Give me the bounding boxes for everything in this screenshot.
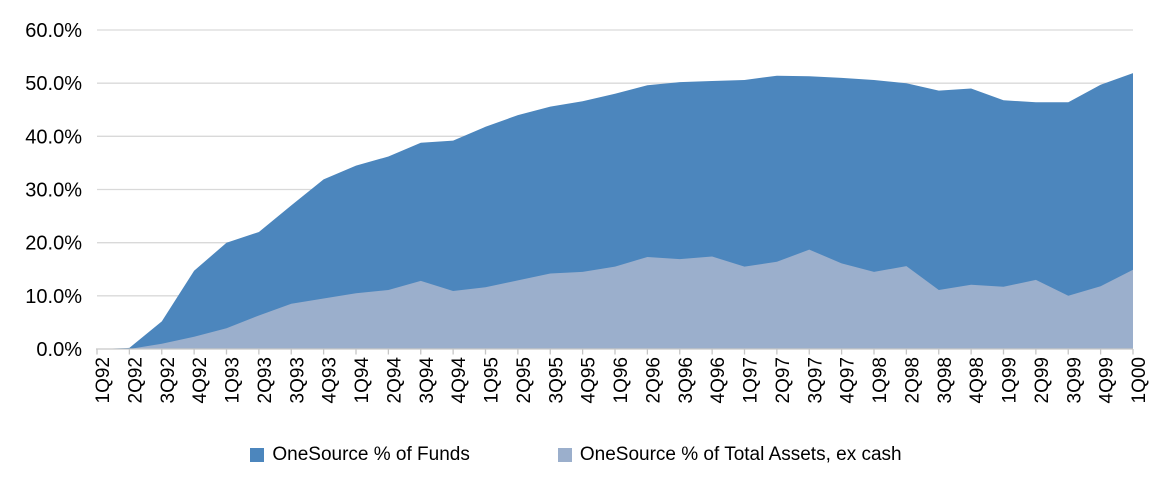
legend-swatch-funds-icon <box>250 448 265 462</box>
x-axis-tick-label: 4Q95 <box>579 357 600 403</box>
x-axis-tick-label: 4Q93 <box>320 357 341 403</box>
chart-plot-area: 1Q92 2Q92 3Q92 4Q92 1Q93 2Q93 3Q93 4Q93 1Q94 2Q94… <box>25 20 1150 404</box>
x-axis-tick-label: 2Q98 <box>902 357 923 403</box>
x-axis-tick-label: 2Q97 <box>773 357 794 403</box>
legend-label-funds: OneSource % of Funds <box>272 444 470 465</box>
chart-legend: OneSource % of Funds OneSource % of Tota… <box>0 444 1152 466</box>
x-axis-tick-label: 4Q96 <box>708 357 729 403</box>
x-axis-tick-label: 4Q98 <box>967 357 988 403</box>
assets-area-series <box>97 249 1133 349</box>
x-axis-tick-label: 3Q92 <box>158 357 179 403</box>
x-axis-tick-label: 2Q95 <box>514 357 535 403</box>
x-axis-tick-label: 1Q94 <box>352 357 373 404</box>
x-axis-tick-label: 1Q00 <box>1129 357 1150 403</box>
x-axis-tick-label: 3Q96 <box>676 357 697 403</box>
x-axis-tick-label: 1Q99 <box>1000 357 1021 403</box>
x-axis-tick-label: 3Q97 <box>805 357 826 403</box>
x-axis-tick-label: 4Q92 <box>190 357 211 403</box>
x-axis-tick-label: 4Q99 <box>1097 357 1118 403</box>
x-axis-tick-label: 4Q97 <box>838 357 859 403</box>
x-axis-tick-label: 2Q94 <box>384 357 405 404</box>
legend-item-assets: OneSource % of Total Assets, ex cash <box>557 444 902 466</box>
x-axis-tick-label: 1Q98 <box>870 357 891 403</box>
y-axis-tick-label: 40.0% <box>25 126 82 148</box>
x-axis-tick-label: 2Q93 <box>255 357 276 403</box>
y-axis-tick-label: 0.0% <box>36 339 82 361</box>
legend-label-assets: OneSource % of Total Assets, ex cash <box>579 444 902 465</box>
legend-item-funds: OneSource % of Funds <box>250 444 470 466</box>
x-axis-tick-label: 3Q99 <box>1064 357 1085 403</box>
x-axis-tick-label: 4Q94 <box>449 357 470 404</box>
x-axis-tick-label: 3Q95 <box>546 357 567 403</box>
x-axis-tick-label: 1Q92 <box>93 357 114 403</box>
y-axis-tick-label: 30.0% <box>25 180 82 202</box>
y-axis-tick-label: 50.0% <box>25 73 82 95</box>
x-axis-tick-label: 3Q98 <box>935 357 956 403</box>
x-axis-tick-label: 1Q95 <box>482 357 503 403</box>
x-axis-tick-label: 3Q94 <box>417 357 438 404</box>
y-axis-tick-label: 20.0% <box>25 233 82 255</box>
x-axis-tick-label: 2Q99 <box>1032 357 1053 403</box>
x-axis-tick-label: 2Q96 <box>643 357 664 403</box>
y-axis-tick-label: 10.0% <box>25 286 82 308</box>
x-axis-tick-label: 3Q93 <box>287 357 308 403</box>
x-axis-tick-label: 1Q97 <box>741 357 762 403</box>
legend-swatch-assets-icon <box>557 448 572 462</box>
x-axis-tick-label: 1Q96 <box>611 357 632 403</box>
x-axis-tick-label: 2Q92 <box>125 357 146 403</box>
y-axis-tick-label: 60.0% <box>25 20 82 42</box>
x-axis-tick-label: 1Q93 <box>223 357 244 403</box>
